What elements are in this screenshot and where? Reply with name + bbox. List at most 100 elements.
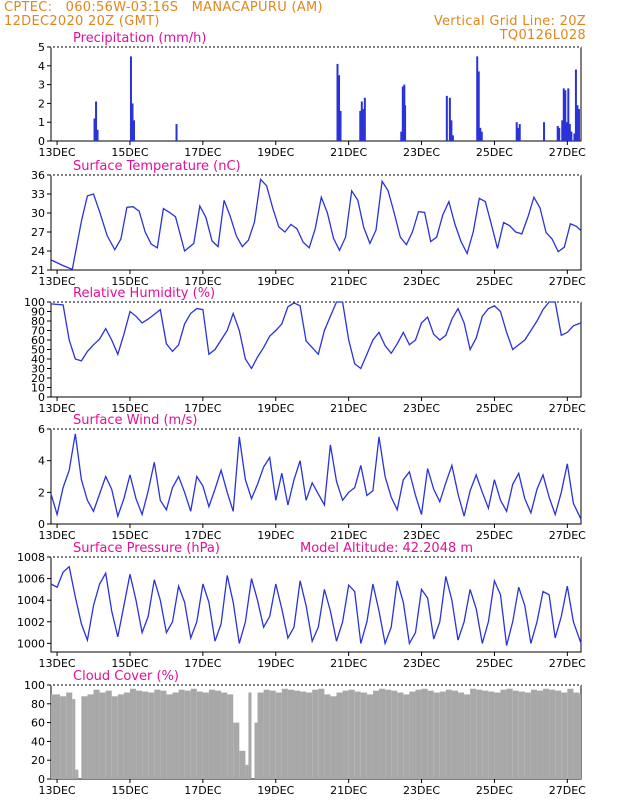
cloud-bar bbox=[233, 722, 240, 779]
x-tick-label: 23DEC bbox=[403, 657, 440, 670]
cloud-bar bbox=[105, 690, 112, 779]
cloud-bar bbox=[372, 690, 380, 779]
cloud-bar bbox=[397, 692, 404, 779]
cloud-bar bbox=[561, 692, 568, 779]
y-tick-label: 4 bbox=[38, 455, 45, 468]
header-coords: 060:56W-03:16S bbox=[65, 0, 179, 15]
x-tick-label: 23DEC bbox=[403, 146, 440, 159]
cloud-bar bbox=[81, 696, 88, 779]
cloud-bar bbox=[202, 692, 209, 779]
y-tick-label: 20 bbox=[31, 754, 45, 767]
cloud-bar bbox=[300, 691, 307, 779]
x-tick-label: 21DEC bbox=[330, 657, 367, 670]
cloud-bar bbox=[254, 722, 258, 779]
y-tick-label: 1008 bbox=[17, 551, 45, 564]
series bbox=[50, 433, 582, 520]
cloud-bar bbox=[239, 750, 246, 779]
cloud-bar bbox=[196, 691, 203, 779]
precip-bar bbox=[339, 110, 342, 141]
y-tick-label: 2 bbox=[38, 97, 45, 110]
precip-bar bbox=[517, 127, 520, 141]
series-line bbox=[50, 177, 582, 271]
panel-5: Surface Pressure (hPa) Model Altitude: 42… bbox=[17, 541, 586, 670]
precip-bar bbox=[564, 90, 567, 141]
precip-bar bbox=[445, 95, 448, 141]
y-tick-label: 1004 bbox=[17, 594, 45, 607]
precip-bar bbox=[558, 127, 561, 141]
panel-6: Cloud Cover (%) 0 20 40 60 80 100 13DEC 15DEC 17D… bbox=[24, 669, 586, 797]
header-source: CPTEC: bbox=[4, 0, 53, 15]
cloud-bar bbox=[433, 692, 440, 779]
cloud-bar bbox=[464, 694, 471, 779]
x-tick-label: 25DEC bbox=[476, 529, 513, 542]
y-tick-label: 1006 bbox=[17, 573, 45, 586]
cloud-bar bbox=[245, 764, 249, 779]
precip-bar bbox=[400, 131, 403, 141]
cloud-bar bbox=[123, 692, 130, 779]
cloud-bar bbox=[500, 689, 507, 779]
x-tick-label: 23DEC bbox=[403, 402, 440, 415]
cloud-bar bbox=[445, 689, 452, 779]
cloud-bar bbox=[506, 688, 513, 779]
series bbox=[51, 688, 581, 779]
cloud-bar bbox=[451, 690, 458, 779]
cloud-bar bbox=[51, 694, 61, 779]
x-tick-label: 17DEC bbox=[184, 146, 221, 159]
precip-bar bbox=[556, 125, 559, 141]
y-tick-label: 90 bbox=[31, 306, 45, 319]
cloud-bar bbox=[72, 699, 76, 779]
cloud-bar bbox=[160, 690, 167, 779]
cloud-bar bbox=[536, 690, 544, 779]
cloud-bar bbox=[470, 688, 477, 779]
x-tick-label: 27DEC bbox=[549, 402, 586, 415]
series-line bbox=[50, 565, 582, 646]
precip-bar bbox=[359, 110, 362, 141]
panel-3: Relative Humidity (%) 0102030405060708090… bbox=[24, 286, 586, 415]
chart-header: CPTEC: 060:56W-03:16S MANACAPURU (AM) 12… bbox=[0, 0, 618, 48]
cloud-bar bbox=[111, 696, 118, 779]
y-tick-label: 3 bbox=[38, 79, 45, 92]
x-tick-label: 19DEC bbox=[257, 275, 294, 288]
y-tick-label: 60 bbox=[31, 334, 45, 347]
x-tick-label: 23DEC bbox=[403, 529, 440, 542]
x-tick-label: 27DEC bbox=[549, 275, 586, 288]
x-tick-label: 13DEC bbox=[39, 275, 76, 288]
cloud-bar bbox=[439, 691, 446, 779]
x-tick-label: 19DEC bbox=[257, 784, 294, 797]
cloud-bar bbox=[312, 689, 319, 779]
precip-bar bbox=[574, 69, 577, 141]
header-location: MANACAPURU (AM) bbox=[191, 0, 323, 15]
y-tick-label: 60 bbox=[31, 717, 45, 730]
x-tick-label: 13DEC bbox=[39, 657, 76, 670]
y-tick-label: 40 bbox=[31, 353, 45, 366]
cloud-bar bbox=[154, 689, 161, 779]
precip-bar bbox=[518, 124, 521, 141]
x-tick-label: 27DEC bbox=[549, 784, 586, 797]
precip-bar bbox=[476, 56, 479, 141]
x-tick-label: 17DEC bbox=[184, 402, 221, 415]
precip-bar bbox=[363, 97, 366, 141]
cloud-bar bbox=[129, 688, 137, 779]
y-tick-label: 21 bbox=[31, 264, 45, 277]
cloud-bar bbox=[579, 694, 581, 779]
y-tick-label: 4 bbox=[38, 60, 45, 73]
x-tick-label: 27DEC bbox=[549, 657, 586, 670]
x-tick-label: 15DEC bbox=[111, 784, 148, 797]
y-tick-label: 6 bbox=[38, 423, 45, 436]
cloud-bar bbox=[215, 690, 222, 779]
x-tick-label: 21DEC bbox=[330, 275, 367, 288]
y-tick-label: 30 bbox=[31, 207, 45, 220]
precip-bar bbox=[360, 101, 363, 141]
x-tick-label: 15DEC bbox=[111, 529, 148, 542]
panel-2: Surface Temperature (nC) 21 24 27 30 33 36 13DE… bbox=[31, 159, 586, 288]
y-tick-label: 80 bbox=[31, 698, 45, 711]
cloud-bar bbox=[476, 689, 483, 779]
precip-bar bbox=[338, 75, 341, 141]
x-tick-label: 27DEC bbox=[549, 146, 586, 159]
precip-bar bbox=[562, 88, 565, 141]
x-tick-label: 25DEC bbox=[476, 402, 513, 415]
y-tick-label: 5 bbox=[38, 41, 45, 54]
cloud-bar bbox=[324, 694, 331, 779]
precip-bar bbox=[175, 124, 178, 141]
cloud-bar bbox=[518, 691, 525, 779]
